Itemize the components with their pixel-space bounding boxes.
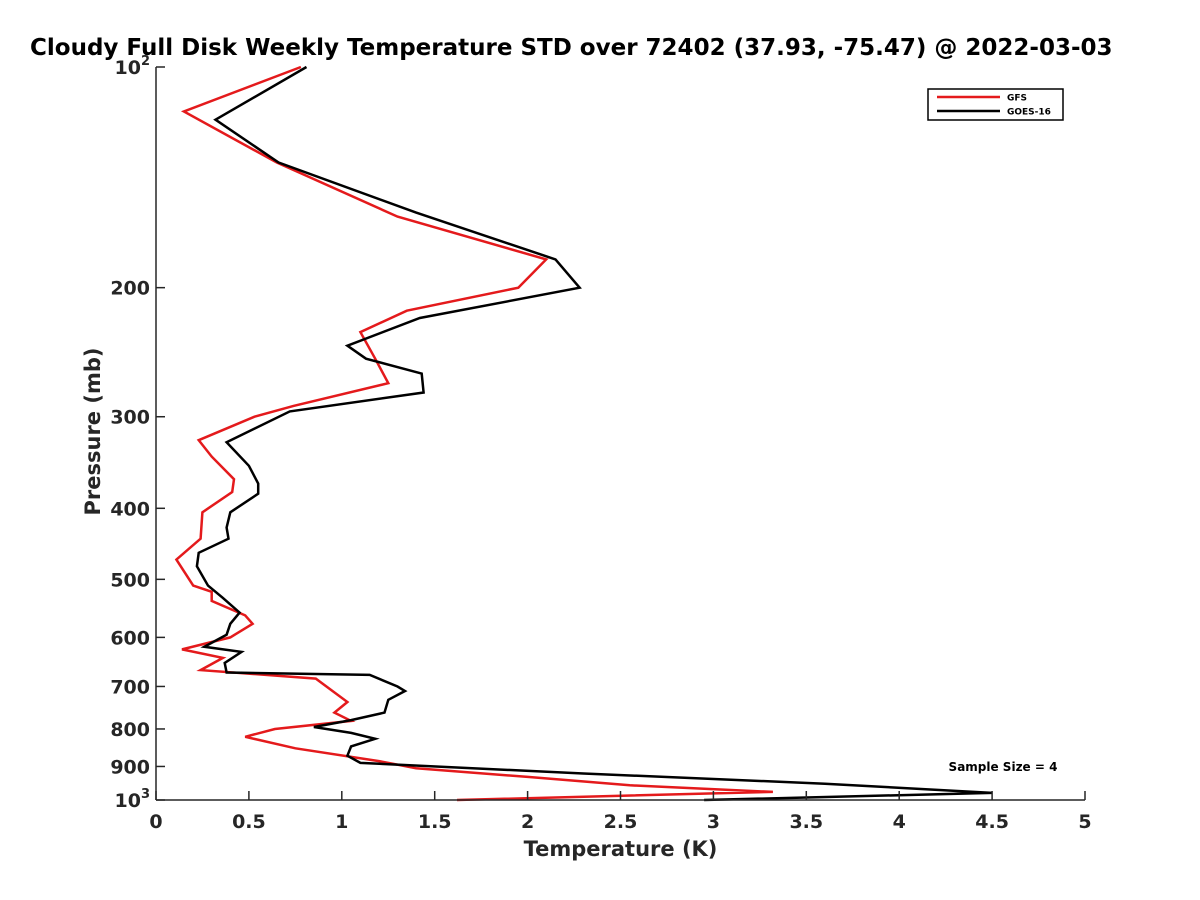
y-tick-label-base: 200: [110, 278, 150, 300]
series-line-gfs: [174, 65, 773, 802]
y-tick-label-base: 900: [110, 756, 150, 778]
x-tick-label: 2: [521, 811, 534, 833]
series-line-goes-16: [195, 65, 993, 802]
x-tick-label: 5: [1078, 811, 1091, 833]
y-tick-label: 700: [110, 676, 150, 698]
x-tick-label: 1.5: [418, 811, 452, 833]
x-tick-label: 4: [893, 811, 906, 833]
y-tick-label: 800: [110, 719, 150, 741]
x-tick-label: 2.5: [604, 811, 638, 833]
series-group: [174, 65, 993, 802]
y-tick-label: 500: [110, 569, 150, 591]
annotation-sample-size: Sample Size = 4: [949, 760, 1058, 774]
y-tick-label: 300: [110, 407, 150, 429]
x-tick-label: 3: [707, 811, 720, 833]
y-tick-label-base: 600: [110, 627, 150, 649]
y-tick-label: 200: [110, 278, 150, 300]
x-tick-label: 3.5: [789, 811, 823, 833]
y-tick-label-exponent: 3: [141, 787, 150, 802]
y-tick-label: 103: [115, 787, 151, 812]
legend: GFS GOES-16: [927, 88, 1064, 121]
legend-items: GFS GOES-16: [937, 94, 1051, 118]
chart-title: Cloudy Full Disk Weekly Temperature STD …: [30, 35, 1113, 61]
y-tick-label-base: 800: [110, 719, 150, 741]
x-tick-label: 1: [335, 811, 348, 833]
y-tick-label-base: 10: [115, 57, 141, 79]
x-tick-label: 0.5: [232, 811, 266, 833]
y-tick-label-base: 10: [115, 790, 141, 812]
y-tick-label-base: 500: [110, 569, 150, 591]
y-tick-label-base: 300: [110, 407, 150, 429]
x-tick-label: 4.5: [975, 811, 1009, 833]
y-tick-label: 900: [110, 756, 150, 778]
y-tick-label-base: 400: [110, 498, 150, 520]
x-axis-ticks: 0 0.5 1 1.5 2 2.5 3 3.5 4 4.5 5: [149, 791, 1092, 833]
y-tick-label-exponent: 2: [141, 54, 150, 69]
plot-area: [156, 67, 1085, 800]
y-tick-label: 600: [110, 627, 150, 649]
y-tick-label: 400: [110, 498, 150, 520]
legend-label: GOES-16: [1007, 108, 1051, 118]
x-axis-title: Temperature (K): [524, 837, 718, 861]
legend-label: GFS: [1007, 94, 1027, 104]
y-tick-label: 102: [115, 54, 151, 79]
legend-box: [927, 88, 1064, 121]
y-axis-title: Pressure (mb): [81, 348, 105, 516]
y-tick-label-base: 700: [110, 676, 150, 698]
x-tick-label: 0: [149, 811, 162, 833]
